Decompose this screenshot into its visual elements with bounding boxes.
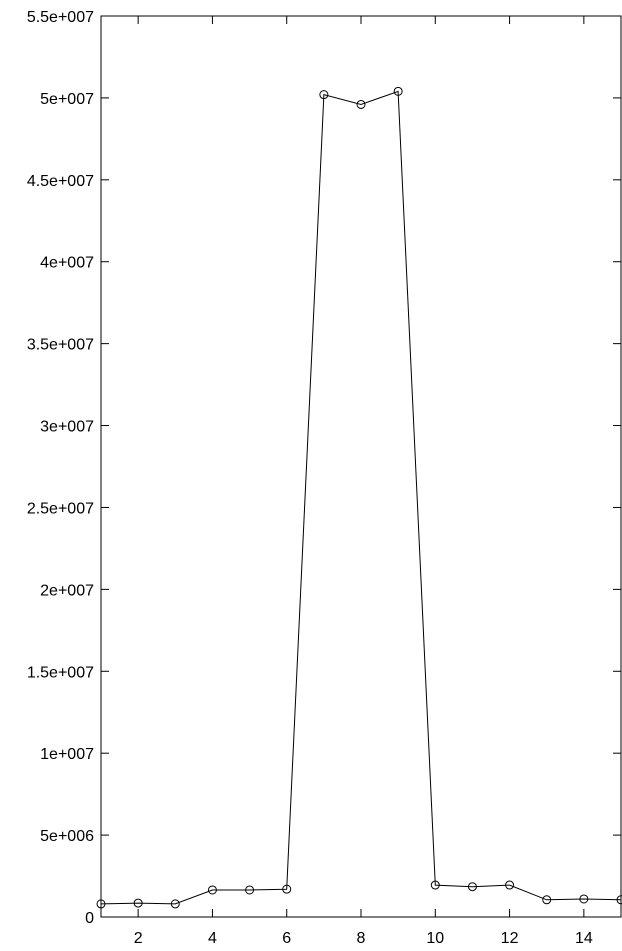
y-tick-label: 0 bbox=[85, 910, 94, 927]
x-tick-label: 14 bbox=[575, 930, 593, 947]
y-tick-label: 3e+007 bbox=[40, 419, 94, 436]
y-tick-label: 2.5e+007 bbox=[27, 500, 94, 517]
y-tick-label: 5.5e+007 bbox=[27, 9, 94, 26]
y-tick-label: 5e+006 bbox=[40, 828, 94, 845]
y-tick-label: 4.5e+007 bbox=[27, 173, 94, 190]
series-points bbox=[97, 87, 622, 908]
y-tick-label: 1.5e+007 bbox=[27, 664, 94, 681]
x-tick-label: 2 bbox=[134, 930, 143, 947]
x-tick-label: 6 bbox=[282, 930, 291, 947]
y-tick-label: 2e+007 bbox=[40, 582, 94, 599]
x-tick-label: 12 bbox=[501, 930, 519, 947]
plot-frame bbox=[101, 16, 621, 917]
y-tick-label: 5e+007 bbox=[40, 91, 94, 108]
y-tick-label: 3.5e+007 bbox=[27, 337, 94, 354]
x-tick-label: 10 bbox=[426, 930, 444, 947]
x-axis-ticks: 2 4 6 8 10 12 14 bbox=[134, 16, 593, 947]
x-tick-label: 8 bbox=[357, 930, 366, 947]
y-tick-label: 4e+007 bbox=[40, 255, 94, 272]
y-tick-label: 1e+007 bbox=[40, 746, 94, 763]
series-line bbox=[101, 91, 621, 904]
x-tick-label: 4 bbox=[208, 930, 217, 947]
y-axis-ticks: 0 5e+006 1e+007 1.5e+007 2e+007 2.5e+007 3e+00… bbox=[27, 9, 621, 927]
